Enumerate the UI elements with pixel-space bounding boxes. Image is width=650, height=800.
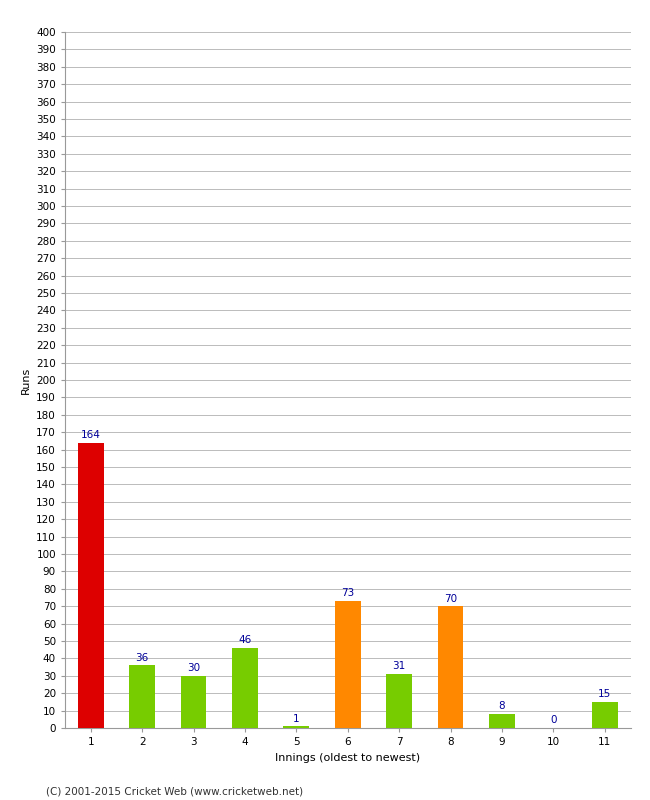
Bar [386, 674, 412, 728]
Text: 70: 70 [444, 594, 457, 603]
Bar [489, 714, 515, 728]
Bar [283, 726, 309, 728]
Text: 15: 15 [598, 690, 612, 699]
Text: 36: 36 [135, 653, 149, 662]
Text: 30: 30 [187, 663, 200, 673]
Bar [592, 702, 617, 728]
Bar [129, 666, 155, 728]
Text: 8: 8 [499, 702, 505, 711]
Text: 1: 1 [293, 714, 300, 724]
Bar [78, 442, 103, 728]
Text: (C) 2001-2015 Cricket Web (www.cricketweb.net): (C) 2001-2015 Cricket Web (www.cricketwe… [46, 786, 303, 796]
Text: 46: 46 [239, 635, 252, 646]
Text: 164: 164 [81, 430, 101, 440]
Bar [437, 606, 463, 728]
Text: 31: 31 [393, 662, 406, 671]
X-axis label: Innings (oldest to newest): Innings (oldest to newest) [275, 753, 421, 762]
Bar [181, 676, 207, 728]
Bar [335, 601, 361, 728]
Text: 0: 0 [550, 715, 556, 726]
Y-axis label: Runs: Runs [21, 366, 31, 394]
Text: 73: 73 [341, 588, 354, 598]
Bar [232, 648, 258, 728]
